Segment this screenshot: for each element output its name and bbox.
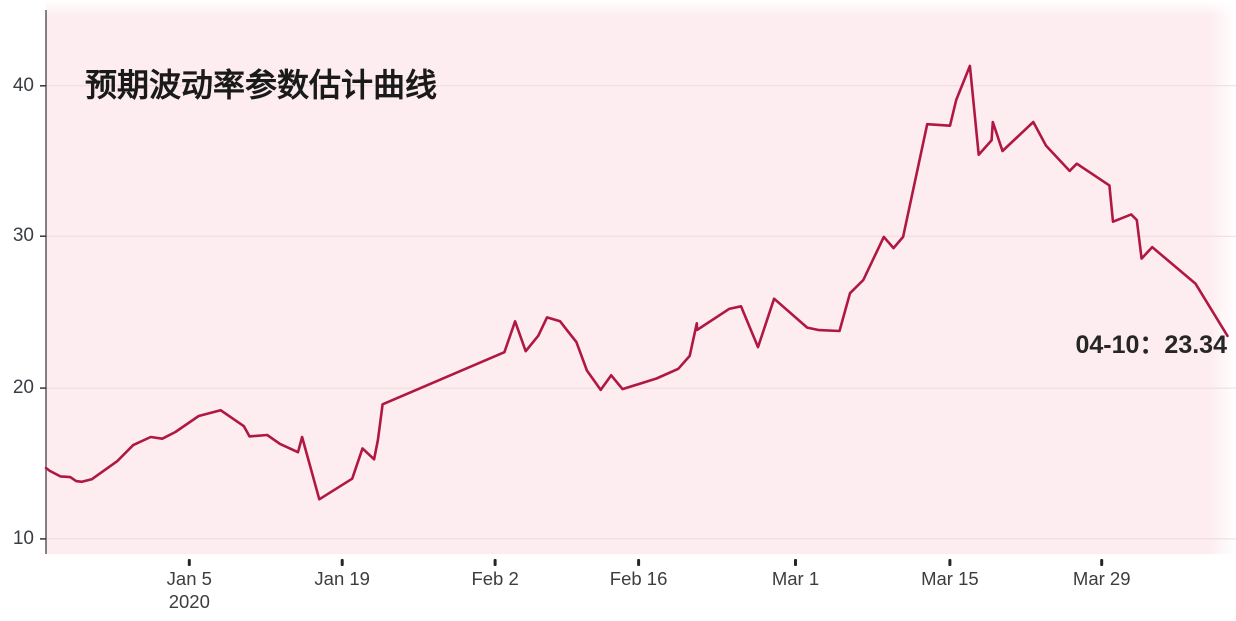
svg-text:预期波动率参数估计曲线: 预期波动率参数估计曲线 bbox=[85, 67, 437, 103]
svg-text:20: 20 bbox=[13, 377, 34, 398]
svg-text:30: 30 bbox=[13, 225, 34, 246]
svg-text:04-10：23.34: 04-10：23.34 bbox=[1075, 331, 1227, 359]
svg-text:Mar 1: Mar 1 bbox=[772, 568, 819, 589]
svg-text:Jan 19: Jan 19 bbox=[314, 568, 370, 589]
svg-text:Feb 16: Feb 16 bbox=[610, 568, 668, 589]
svg-text:Feb 2: Feb 2 bbox=[471, 568, 518, 589]
svg-text:Mar 29: Mar 29 bbox=[1073, 568, 1131, 589]
svg-text:10: 10 bbox=[13, 528, 34, 549]
svg-text:2020: 2020 bbox=[169, 591, 210, 612]
svg-text:Mar 15: Mar 15 bbox=[921, 568, 979, 589]
svg-text:40: 40 bbox=[13, 75, 34, 96]
svg-text:Jan 5: Jan 5 bbox=[167, 568, 212, 589]
